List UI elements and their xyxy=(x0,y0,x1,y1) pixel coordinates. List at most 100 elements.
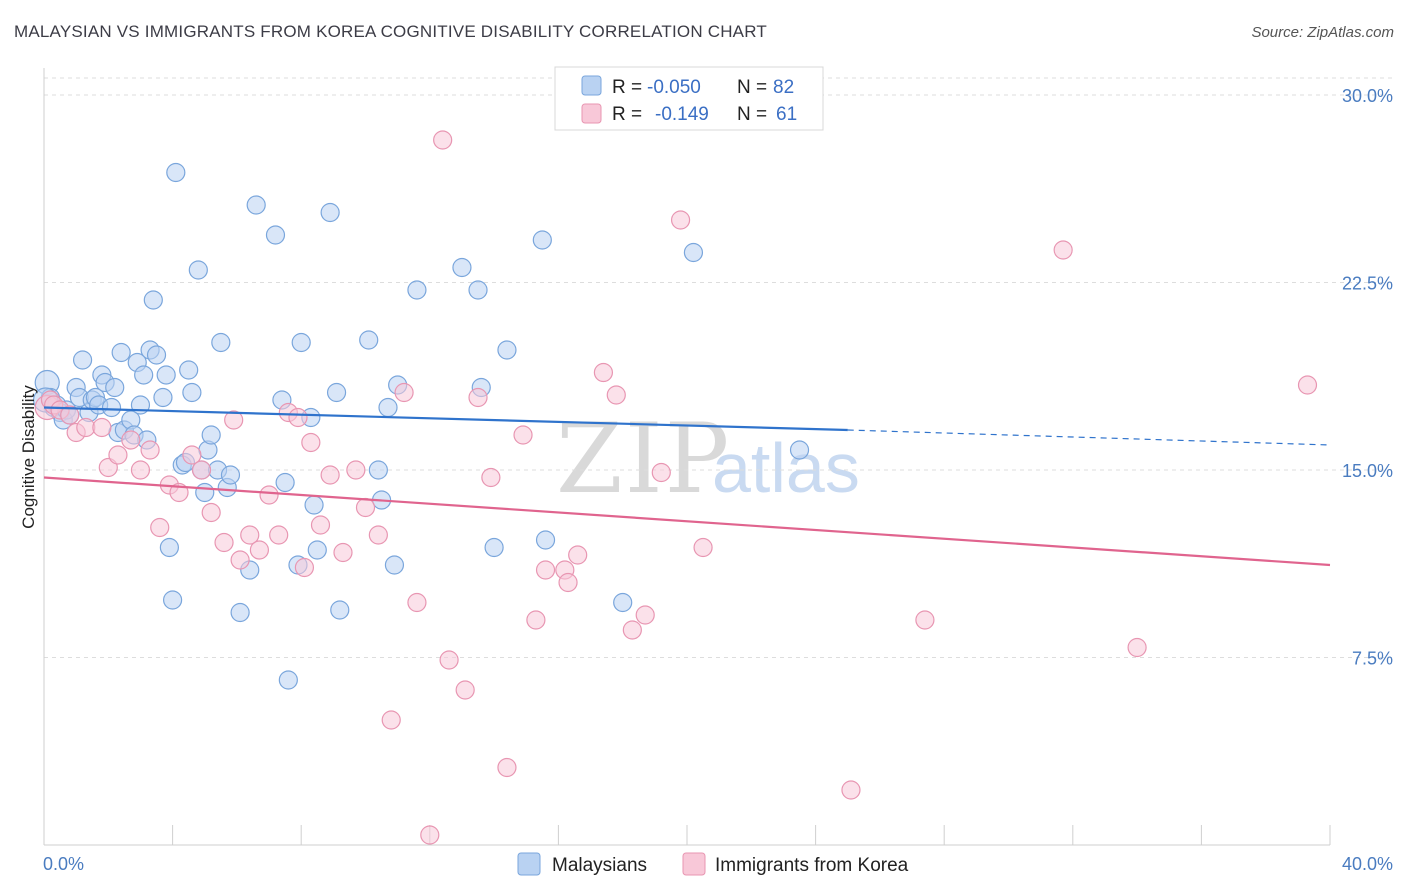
legend: R = -0.050 N = 82 R = -0.149 N = 61 xyxy=(554,66,824,131)
point-immigrants-from-korea xyxy=(433,130,453,150)
point-malaysians xyxy=(230,602,250,623)
point-malaysians xyxy=(497,340,517,360)
point-immigrants-from-korea xyxy=(651,462,671,483)
point-immigrants-from-korea xyxy=(294,557,315,578)
point-immigrants-from-korea xyxy=(269,525,289,545)
point-immigrants-from-korea xyxy=(468,387,488,408)
point-immigrants-from-korea xyxy=(381,710,401,730)
point-immigrants-from-korea xyxy=(121,430,141,450)
point-malaysians xyxy=(182,382,202,403)
point-immigrants-from-korea xyxy=(535,560,556,580)
point-immigrants-from-korea xyxy=(150,517,170,538)
point-malaysians xyxy=(153,387,173,408)
watermark-atlas: atlas xyxy=(712,429,860,507)
point-immigrants-from-korea xyxy=(60,405,80,425)
trend-line-immigrants-from-korea xyxy=(43,476,1331,567)
point-malaysians xyxy=(105,377,125,398)
point-immigrants-from-korea xyxy=(230,550,250,570)
point-malaysians xyxy=(146,345,167,365)
point-malaysians xyxy=(188,260,208,280)
point-immigrants-from-korea xyxy=(1127,637,1147,658)
point-malaysians xyxy=(101,397,122,418)
point-immigrants-from-korea xyxy=(439,650,459,670)
chart-title: MALAYSIAN VS IMMIGRANTS FROM KOREA COGNI… xyxy=(14,22,767,41)
legend-r-label-2: R = xyxy=(612,104,642,125)
point-immigrants-from-korea xyxy=(76,417,96,438)
point-malaysians xyxy=(201,425,221,445)
point-malaysians xyxy=(320,202,340,223)
point-immigrants-from-korea xyxy=(526,610,546,630)
point-immigrants-from-korea xyxy=(1053,240,1073,260)
point-immigrants-from-korea xyxy=(693,537,713,558)
point-immigrants-from-korea xyxy=(670,210,691,230)
point-malaysians xyxy=(535,530,556,550)
point-malaysians xyxy=(278,670,298,690)
x-tick-label-max: 40.0% xyxy=(1342,854,1393,874)
point-immigrants-from-korea xyxy=(355,497,376,518)
point-immigrants-from-korea xyxy=(201,502,221,523)
point-immigrants-from-korea xyxy=(481,467,501,488)
point-malaysians xyxy=(330,600,350,620)
legend-swatch-korea xyxy=(581,103,602,124)
point-malaysians xyxy=(291,332,311,353)
point-malaysians xyxy=(156,365,176,385)
point-malaysians xyxy=(468,280,488,300)
point-immigrants-from-korea xyxy=(513,425,533,445)
point-immigrants-from-korea xyxy=(1297,375,1318,395)
point-malaysians xyxy=(265,225,286,245)
point-immigrants-from-korea xyxy=(310,515,331,535)
x-tick-label-min: 0.0% xyxy=(43,854,84,874)
legend-swatch-malaysians xyxy=(581,75,602,96)
bottom-legend-malaysians: Malaysians xyxy=(552,855,647,876)
y-tick-label: 15.0% xyxy=(1342,461,1393,481)
legend-n-label-1: N = xyxy=(737,77,767,98)
point-immigrants-from-korea xyxy=(214,532,234,553)
source-credit: Source: ZipAtlas.com xyxy=(1251,24,1394,41)
point-malaysians xyxy=(307,540,327,560)
point-immigrants-from-korea xyxy=(606,385,626,405)
point-immigrants-from-korea xyxy=(558,572,578,593)
point-immigrants-from-korea xyxy=(333,542,353,563)
point-malaysians xyxy=(134,365,154,385)
point-malaysians xyxy=(72,350,93,370)
trend-lines xyxy=(43,406,1331,567)
trend-line-malaysians-extension xyxy=(847,429,1331,446)
point-immigrants-from-korea xyxy=(346,460,366,480)
y-axis-label: Cognitive Disability xyxy=(19,385,38,529)
bottom-legend: Malaysians Immigrants from Korea xyxy=(517,852,909,876)
point-immigrants-from-korea xyxy=(320,465,340,485)
legend-n-value-2: 61 xyxy=(776,104,797,125)
point-malaysians xyxy=(613,592,633,613)
point-immigrants-from-korea xyxy=(288,407,308,428)
point-malaysians xyxy=(326,382,347,403)
point-immigrants-from-korea xyxy=(368,525,388,545)
bottom-legend-swatch-korea xyxy=(682,852,706,876)
point-immigrants-from-korea xyxy=(224,410,244,430)
point-malaysians xyxy=(220,465,241,485)
legend-r-value-1: -0.050 xyxy=(647,77,701,98)
point-immigrants-from-korea xyxy=(622,620,642,640)
y-tick-label: 22.5% xyxy=(1342,274,1393,294)
point-malaysians xyxy=(304,495,324,515)
point-immigrants-from-korea xyxy=(130,460,151,480)
point-malaysians xyxy=(179,360,199,380)
point-malaysians xyxy=(163,590,183,610)
point-immigrants-from-korea xyxy=(140,440,160,460)
point-immigrants-from-korea xyxy=(301,432,321,453)
point-malaysians xyxy=(368,460,388,480)
point-immigrants-from-korea xyxy=(394,382,414,403)
y-tick-label: 30.0% xyxy=(1342,86,1393,106)
point-malaysians xyxy=(111,342,131,363)
trend-line-malaysians xyxy=(43,406,848,432)
point-malaysians xyxy=(195,482,215,503)
point-malaysians xyxy=(532,230,552,250)
point-malaysians xyxy=(166,162,186,183)
point-immigrants-from-korea xyxy=(420,825,440,845)
watermark-zip: ZIP xyxy=(556,403,731,515)
point-malaysians xyxy=(407,280,427,300)
point-immigrants-from-korea xyxy=(593,362,614,383)
point-malaysians xyxy=(452,257,472,278)
point-malaysians xyxy=(789,440,810,460)
axes: 7.5% 15.0% 22.5% 30.0% xyxy=(43,68,1393,846)
